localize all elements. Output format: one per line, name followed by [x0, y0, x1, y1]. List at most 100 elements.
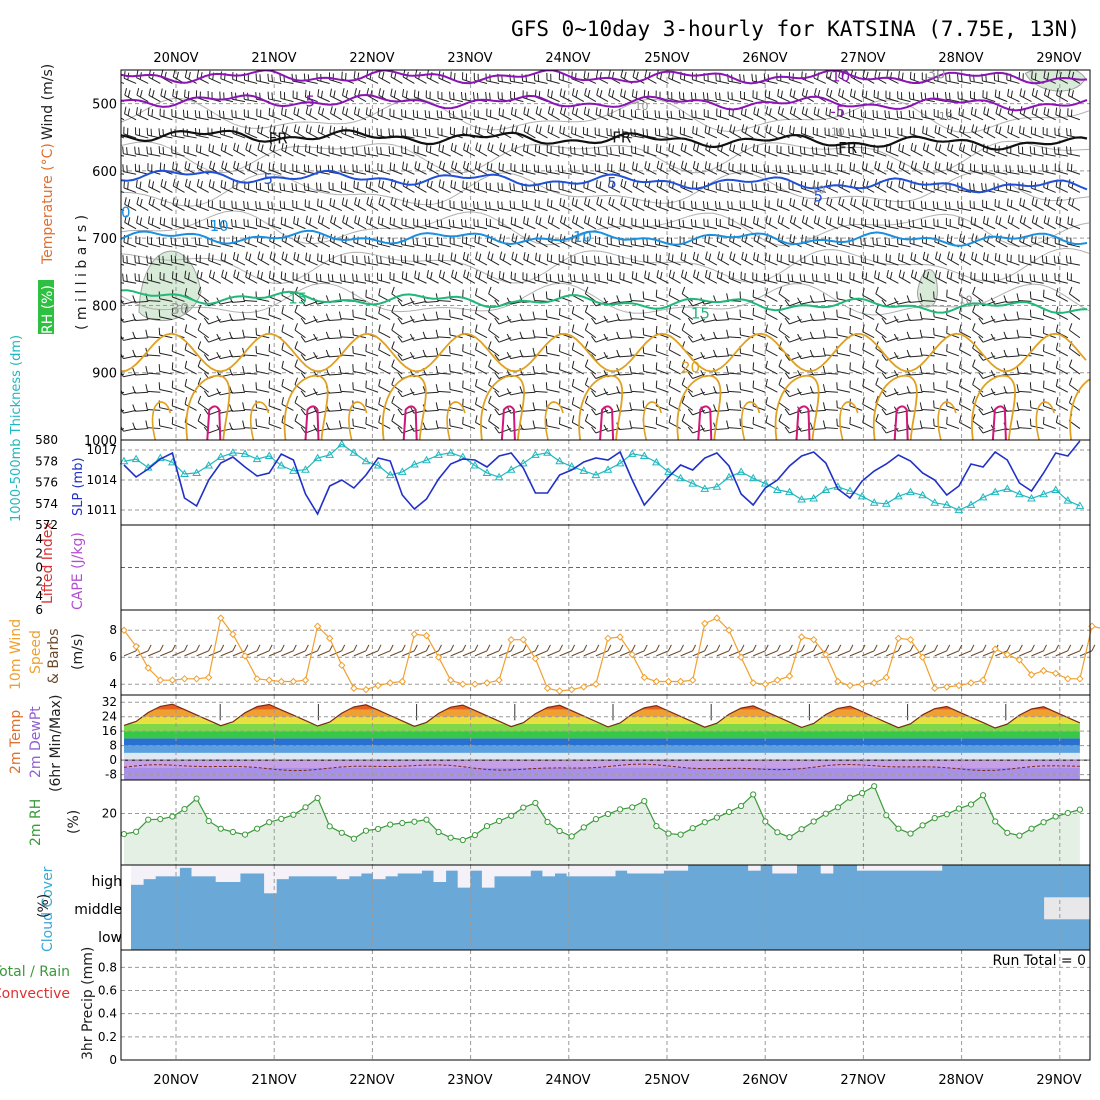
thickness-marker	[555, 456, 564, 465]
wind-barb-feather	[424, 237, 427, 245]
wind-barb-feather	[463, 160, 466, 169]
wind-barb-feather	[303, 182, 306, 191]
wind-barb	[135, 355, 149, 358]
wind-barb	[1018, 318, 1032, 321]
wind-barb	[935, 149, 948, 157]
wind-barb-feather	[174, 237, 177, 246]
wind-barb-feather	[1055, 70, 1059, 78]
wind-barb-feather	[327, 273, 330, 281]
wind-barb-feather	[511, 124, 515, 132]
wind-barb	[546, 370, 560, 375]
wind-barb	[281, 313, 294, 321]
wind-barb-feather	[780, 90, 783, 98]
wind-barb-feather	[248, 162, 251, 171]
wind-barb	[281, 403, 294, 411]
wind-barb	[849, 278, 863, 284]
wind-barb-feather	[743, 183, 745, 191]
lifted-index-tick-label: 4	[35, 532, 43, 546]
wind-barb-feather	[950, 163, 952, 171]
wind10m-marker	[253, 675, 261, 683]
wind-barb-feather	[305, 106, 309, 114]
thickness-marker	[410, 459, 419, 468]
wind-barb	[583, 170, 597, 175]
wind-barb	[933, 370, 947, 375]
wind-barb-feather	[391, 286, 395, 294]
wind-barb-feather	[655, 198, 658, 207]
wind-barb-feather	[561, 274, 564, 282]
wind-barb	[559, 260, 572, 266]
wind-barb	[305, 131, 318, 139]
wind-barb-feather	[462, 180, 464, 188]
wind-barb	[667, 117, 681, 121]
wind-barb-feather	[494, 354, 500, 361]
wind-barb	[862, 422, 875, 430]
wind-barb-feather	[485, 201, 487, 209]
wind-barb	[1032, 94, 1044, 103]
wind-barb-feather	[623, 163, 626, 172]
wind-barb-feather	[958, 107, 961, 115]
wind10m-marker	[313, 622, 322, 630]
wind-barb	[885, 260, 899, 266]
wind-barb-feather	[822, 293, 826, 301]
contour-label: -10	[826, 68, 851, 86]
wind-barb	[741, 240, 754, 248]
wind10m-barb-feather	[885, 644, 890, 652]
wind-barb	[462, 314, 476, 321]
wind-barb	[366, 186, 379, 193]
wind-barb-feather	[741, 143, 744, 151]
wind-barb-feather	[631, 161, 635, 169]
wind-barb-feather	[1003, 404, 1007, 412]
wind-barb-feather	[305, 252, 308, 260]
wind-barb-feather	[208, 179, 212, 187]
wind-barb	[680, 78, 693, 84]
wind-barb-feather	[187, 91, 190, 99]
wind-barb	[886, 150, 899, 157]
wind-barb	[764, 80, 778, 84]
wind-barb-feather	[805, 199, 808, 207]
minmax-axis-label: (6hr Min/Max)	[48, 695, 64, 792]
cloud-high-gap	[215, 865, 229, 882]
wind-barb-feather	[305, 215, 308, 223]
wind-barb-feather	[268, 270, 271, 279]
wind-barb	[765, 113, 778, 121]
date-label-bottom: 26NOV	[742, 1073, 787, 1088]
wind-barb-feather	[514, 218, 517, 226]
wind-barb-feather	[587, 217, 591, 225]
wind-barb-feather	[1029, 146, 1032, 154]
wind-barb-feather	[158, 364, 161, 372]
wind-barb-feather	[108, 409, 112, 415]
wind10m-barb-feather	[728, 644, 733, 652]
wind-barb	[812, 319, 826, 321]
wind-barb-feather	[488, 286, 492, 294]
wind-barb-feather	[978, 426, 984, 434]
wind-barb-feather	[121, 371, 124, 378]
wind-barb-feather	[787, 164, 790, 173]
wind-barb	[559, 387, 572, 393]
wind-barb	[414, 167, 427, 175]
wind-barb	[825, 170, 839, 175]
wind-barb-feather	[596, 87, 599, 96]
wind-barb-feather	[1023, 217, 1026, 225]
wind-barb	[256, 370, 270, 375]
wind-barb-feather	[308, 145, 311, 153]
rh2m-marker	[508, 812, 515, 819]
wind-barb-feather	[435, 347, 439, 356]
wind-barb-feather	[281, 251, 285, 259]
wind-barb-feather	[184, 324, 188, 332]
wind-barb	[704, 188, 718, 193]
wind-barb	[873, 96, 887, 103]
wind-barb-feather	[236, 271, 240, 279]
wind-barb-feather	[629, 402, 632, 410]
wind-barb	[401, 116, 415, 121]
wind-barb-feather	[587, 89, 591, 98]
wind-barb	[426, 150, 439, 157]
wind-barb-feather	[1023, 90, 1026, 98]
cloud-high-gap	[167, 865, 180, 877]
wind-barb	[619, 319, 633, 321]
wind-barb-feather	[569, 164, 572, 172]
wind-barb	[256, 425, 270, 430]
wind-barb	[971, 258, 984, 266]
wind-barb	[681, 366, 693, 375]
wind-barb	[1054, 153, 1068, 157]
wind10m-ylabel: 10m Wind Speed & Barbs (m/s)	[8, 619, 86, 690]
